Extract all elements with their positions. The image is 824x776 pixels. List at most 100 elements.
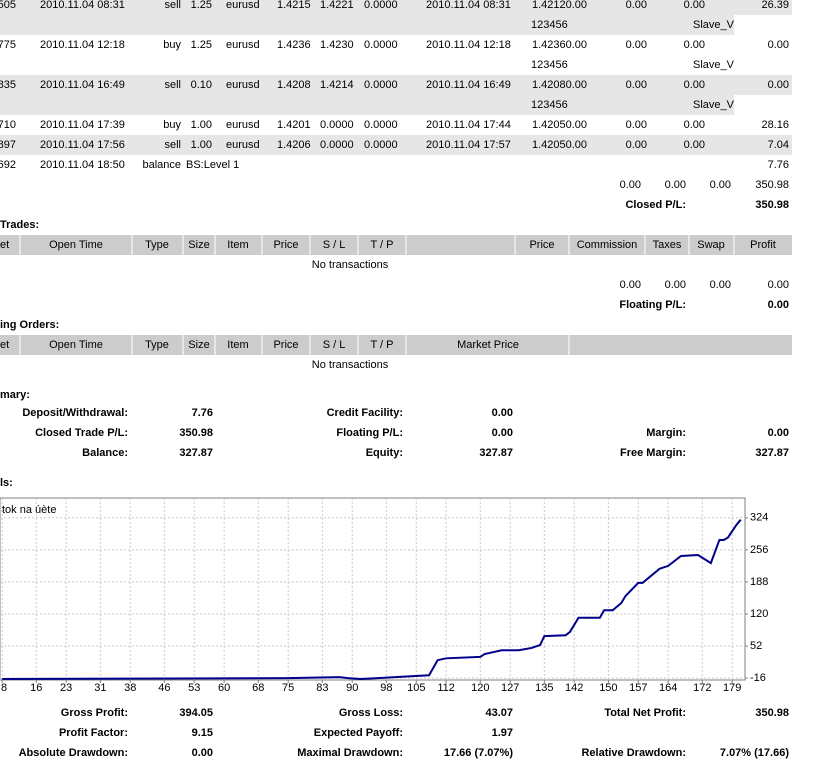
cell: 2010.11.04 18:50: [40, 159, 125, 171]
row-bg: [0, 15, 734, 35]
cell: 1.4215: [277, 0, 311, 11]
cell: 0.00: [626, 79, 647, 91]
cell: 1.25: [191, 0, 212, 11]
stat-label: Expected Payoff:: [314, 727, 403, 739]
header-cell: Price: [529, 239, 554, 251]
total: 0.00: [620, 279, 641, 291]
cell: 123456: [531, 99, 568, 111]
cell: eurusd: [226, 79, 260, 91]
header-cell: Size: [188, 339, 209, 351]
cell: sell: [164, 139, 181, 151]
cell: 1.4230: [320, 39, 354, 51]
x-tick-label: 150: [599, 682, 617, 694]
cell: 1.4214: [320, 79, 354, 91]
cell: eurusd: [226, 139, 260, 151]
cell: 123456: [531, 59, 568, 71]
y-tick-label: 188: [750, 576, 768, 588]
summary-label: Deposit/Withdrawal:: [22, 407, 128, 419]
stat-value: 0.00: [192, 747, 213, 759]
cell: 1.00: [191, 139, 212, 151]
header-cell: S / L: [323, 339, 346, 351]
cell: 0.00: [684, 139, 705, 151]
header-bg: [0, 235, 792, 255]
header-cell: T / P: [370, 339, 393, 351]
x-tick-label: 8: [1, 682, 7, 694]
stat-label: Absolute Drawdown:: [19, 747, 128, 759]
cell: 1.4205: [532, 119, 566, 131]
x-tick-label: 16: [30, 682, 42, 694]
cell: eurusd: [226, 0, 260, 11]
summary-value: 327.87: [479, 447, 513, 459]
x-tick-label: 112: [437, 682, 455, 694]
stat-label: Profit Factor:: [59, 727, 128, 739]
header-cell: et: [0, 339, 9, 351]
cell: eurusd: [226, 39, 260, 51]
cell: 0.0000: [320, 119, 354, 131]
stat-label: Gross Profit:: [61, 707, 128, 719]
cell: 1.4201: [277, 119, 311, 131]
cell: buy: [163, 119, 181, 131]
cell: Slave_V: [693, 99, 735, 111]
cell: 1.4205: [532, 139, 566, 151]
cell: 7.76: [768, 159, 789, 171]
section-title: mary:: [0, 389, 30, 401]
cell: 0.00: [626, 119, 647, 131]
stat-value: 9.15: [192, 727, 213, 739]
stat-value: 7.07% (17.66): [720, 747, 789, 759]
cell: 2010.11.04 16:49: [426, 79, 511, 91]
total: 0.00: [768, 279, 789, 291]
cell: 1.00: [191, 119, 212, 131]
x-tick-label: 60: [218, 682, 230, 694]
x-tick-label: 75: [282, 682, 294, 694]
balance-line: [2, 519, 742, 681]
cell: 1.4236: [532, 39, 566, 51]
header-cell: Profit: [750, 239, 776, 251]
summary-label: Credit Facility:: [327, 407, 403, 419]
stat-value: 1.97: [492, 727, 513, 739]
x-tick-label: 46: [158, 682, 170, 694]
cell: 0.00: [768, 39, 789, 51]
cell: 0.00: [566, 0, 587, 11]
cell: 123456: [531, 19, 568, 31]
cell: sell: [164, 0, 181, 11]
row-bg: [0, 0, 792, 15]
stat-value: 17.66 (7.07%): [444, 747, 513, 759]
cell: 0.10: [191, 79, 212, 91]
cell: 2010.11.04 17:44: [426, 119, 511, 131]
cell: 2010.11.04 12:18: [40, 39, 125, 51]
header-cell: Commission: [577, 239, 638, 251]
value: 0.00: [768, 299, 789, 311]
cell: 0.0000: [364, 39, 398, 51]
cell: 505: [0, 0, 16, 11]
cell: 0.00: [566, 79, 587, 91]
header-cell: Market Price: [457, 339, 519, 351]
x-tick-label: 90: [346, 682, 358, 694]
summary-value: 7.76: [192, 407, 213, 419]
total: 0.00: [710, 179, 731, 191]
summary-label: Free Margin:: [620, 447, 686, 459]
summary-label: Closed Trade P/L:: [35, 427, 128, 439]
cell: 1.4208: [532, 79, 566, 91]
x-tick-label: 53: [188, 682, 200, 694]
x-tick-label: 120: [471, 682, 489, 694]
x-tick-label: 135: [535, 682, 553, 694]
cell: 1.4206: [277, 139, 311, 151]
cell: 0.0000: [364, 119, 398, 131]
cell: 1.25: [191, 39, 212, 51]
cell: 7.04: [768, 139, 789, 151]
total: 0.00: [620, 179, 641, 191]
stat-label: Maximal Drawdown:: [297, 747, 403, 759]
total: 0.00: [710, 279, 731, 291]
summary-value: 0.00: [492, 407, 513, 419]
total: 0.00: [665, 179, 686, 191]
x-tick-label: 127: [501, 682, 519, 694]
stat-value: 394.05: [179, 707, 213, 719]
header-cell: Swap: [697, 239, 725, 251]
x-tick-label: 164: [659, 682, 677, 694]
cell: BS:Level 1: [186, 159, 239, 171]
cell: 2010.11.04 17:56: [40, 139, 125, 151]
cell: 0.00: [566, 39, 587, 51]
stat-label: Gross Loss:: [339, 707, 403, 719]
cell: 0.0000: [364, 0, 398, 11]
